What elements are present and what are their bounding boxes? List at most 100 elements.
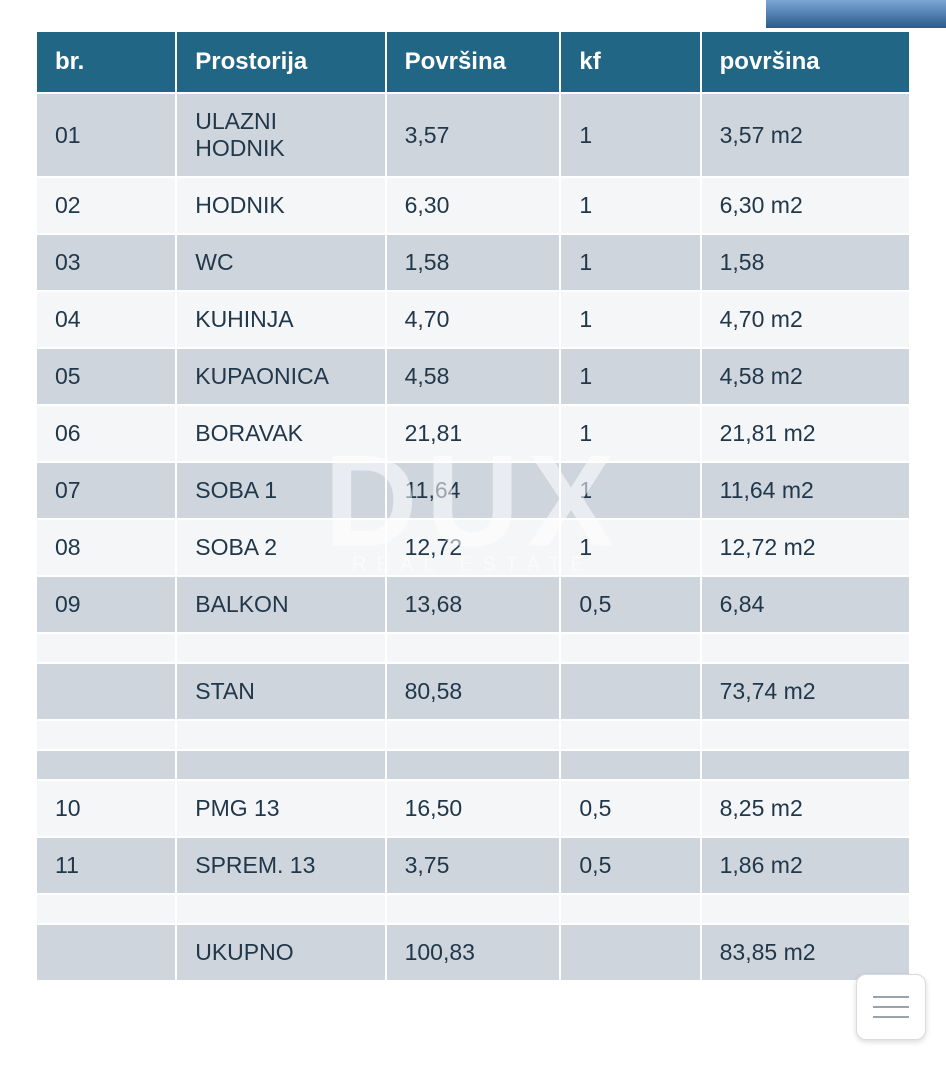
cell-prostorija: BALKON [177, 577, 384, 632]
table-row: 04KUHINJA4,7014,70 m2 [37, 292, 909, 347]
cell-prostorija: ULAZNI HODNIK [177, 94, 384, 176]
cell-povrsina: 100,83 [387, 925, 560, 980]
cell-br: 09 [37, 577, 175, 632]
empty-cell [561, 751, 699, 779]
cell-povrsina: 12,72 [387, 520, 560, 575]
cell-povrsina: 21,81 [387, 406, 560, 461]
cell-prostorija: HODNIK [177, 178, 384, 233]
header-br: br. [37, 32, 175, 92]
empty-cell [387, 721, 560, 749]
menu-button[interactable] [856, 974, 926, 1040]
cell-prostorija: SOBA 1 [177, 463, 384, 518]
cell-kf: 1 [561, 178, 699, 233]
cell-povrsina: 1,58 [387, 235, 560, 290]
cell-povrsina2: 8,25 m2 [702, 781, 909, 836]
empty-cell [702, 634, 909, 662]
empty-cell [387, 751, 560, 779]
table-row: 07SOBA 111,64111,64 m2 [37, 463, 909, 518]
cell-povrsina: 16,50 [387, 781, 560, 836]
table-row: 08SOBA 212,72112,72 m2 [37, 520, 909, 575]
cell-br: 08 [37, 520, 175, 575]
hamburger-icon [873, 996, 909, 998]
cell-kf: 1 [561, 406, 699, 461]
empty-cell [37, 721, 175, 749]
cell-kf: 1 [561, 292, 699, 347]
empty-cell [177, 895, 384, 923]
table-row: 03WC1,5811,58 [37, 235, 909, 290]
cell-br: 11 [37, 838, 175, 893]
table-row: 06BORAVAK21,81121,81 m2 [37, 406, 909, 461]
cell-povrsina2: 3,57 m2 [702, 94, 909, 176]
cell-prostorija: PMG 13 [177, 781, 384, 836]
empty-cell [702, 721, 909, 749]
cell-povrsina: 3,57 [387, 94, 560, 176]
cell-povrsina: 11,64 [387, 463, 560, 518]
cell-povrsina2: 1,86 m2 [702, 838, 909, 893]
table-row [37, 721, 909, 749]
table-row: 02HODNIK6,3016,30 m2 [37, 178, 909, 233]
header-prostorija: Prostorija [177, 32, 384, 92]
cell-povrsina: 4,58 [387, 349, 560, 404]
table-row [37, 895, 909, 923]
empty-cell [561, 721, 699, 749]
empty-cell [177, 721, 384, 749]
cell-prostorija: KUPAONICA [177, 349, 384, 404]
empty-cell [561, 634, 699, 662]
cell-kf [561, 664, 699, 719]
cell-povrsina2: 6,84 [702, 577, 909, 632]
cell-prostorija: KUHINJA [177, 292, 384, 347]
cell-kf: 0,5 [561, 577, 699, 632]
cell-br: 10 [37, 781, 175, 836]
table-row: 05KUPAONICA4,5814,58 m2 [37, 349, 909, 404]
cell-povrsina2: 11,64 m2 [702, 463, 909, 518]
cell-kf: 0,5 [561, 781, 699, 836]
table-row [37, 751, 909, 779]
empty-cell [37, 751, 175, 779]
cell-povrsina2: 21,81 m2 [702, 406, 909, 461]
cell-br [37, 925, 175, 980]
header-povrsina: Površina [387, 32, 560, 92]
cell-povrsina2: 73,74 m2 [702, 664, 909, 719]
cell-povrsina2: 4,70 m2 [702, 292, 909, 347]
empty-cell [702, 895, 909, 923]
cell-prostorija: BORAVAK [177, 406, 384, 461]
cell-povrsina: 6,30 [387, 178, 560, 233]
table-row: 01ULAZNI HODNIK3,5713,57 m2 [37, 94, 909, 176]
header-povrsina2: površina [702, 32, 909, 92]
cell-povrsina2: 1,58 [702, 235, 909, 290]
empty-cell [37, 634, 175, 662]
cell-povrsina2: 83,85 m2 [702, 925, 909, 980]
cell-kf [561, 925, 699, 980]
cell-povrsina2: 6,30 m2 [702, 178, 909, 233]
cell-br: 06 [37, 406, 175, 461]
cell-br: 02 [37, 178, 175, 233]
cell-br: 03 [37, 235, 175, 290]
cell-kf: 1 [561, 520, 699, 575]
table-row [37, 634, 909, 662]
empty-cell [387, 895, 560, 923]
cell-prostorija: STAN [177, 664, 384, 719]
hamburger-icon [873, 1016, 909, 1018]
cell-povrsina: 3,75 [387, 838, 560, 893]
empty-cell [177, 634, 384, 662]
cell-prostorija: SOBA 2 [177, 520, 384, 575]
cell-prostorija: SPREM. 13 [177, 838, 384, 893]
cell-br: 07 [37, 463, 175, 518]
cell-kf: 1 [561, 235, 699, 290]
empty-cell [561, 895, 699, 923]
cell-povrsina: 13,68 [387, 577, 560, 632]
cell-povrsina: 80,58 [387, 664, 560, 719]
cell-br [37, 664, 175, 719]
cell-br: 01 [37, 94, 175, 176]
empty-cell [37, 895, 175, 923]
table-header-row: br. Prostorija Površina kf površina [37, 32, 909, 92]
cell-povrsina: 4,70 [387, 292, 560, 347]
cell-kf: 1 [561, 463, 699, 518]
empty-cell [702, 751, 909, 779]
cell-povrsina2: 12,72 m2 [702, 520, 909, 575]
table-row: 11SPREM. 133,750,51,86 m2 [37, 838, 909, 893]
cell-prostorija: WC [177, 235, 384, 290]
empty-cell [177, 751, 384, 779]
cell-kf: 0,5 [561, 838, 699, 893]
table-row: 09BALKON13,680,56,84 [37, 577, 909, 632]
